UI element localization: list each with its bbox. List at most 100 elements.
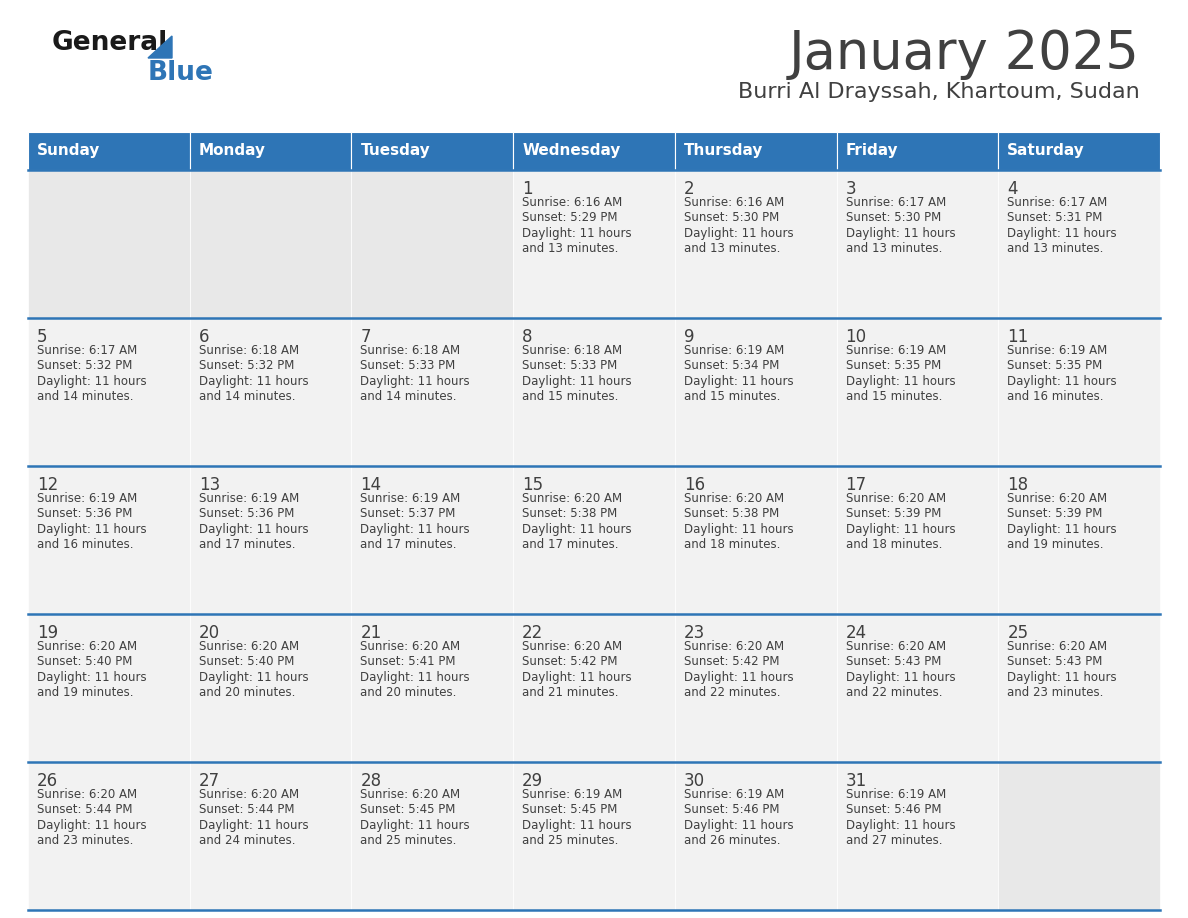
Text: and 13 minutes.: and 13 minutes.	[846, 242, 942, 255]
Text: Sunrise: 6:16 AM: Sunrise: 6:16 AM	[523, 196, 623, 208]
Text: Daylight: 11 hours: Daylight: 11 hours	[1007, 522, 1117, 535]
Text: 25: 25	[1007, 624, 1029, 642]
Text: 23: 23	[684, 624, 706, 642]
Text: 4: 4	[1007, 180, 1018, 198]
Bar	[29, 170, 190, 318]
Text: Sunrise: 6:19 AM: Sunrise: 6:19 AM	[37, 491, 138, 505]
Text: Sunset: 5:43 PM: Sunset: 5:43 PM	[846, 655, 941, 668]
Text: Thursday: Thursday	[684, 143, 763, 159]
Bar	[29, 318, 190, 466]
Text: Sunset: 5:41 PM: Sunset: 5:41 PM	[360, 655, 456, 668]
Text: and 25 minutes.: and 25 minutes.	[360, 834, 457, 847]
Bar	[836, 466, 998, 614]
Text: 15: 15	[523, 476, 543, 494]
Text: 21: 21	[360, 624, 381, 642]
Bar	[998, 614, 1159, 762]
Text: Sunset: 5:32 PM: Sunset: 5:32 PM	[198, 359, 295, 372]
Text: Monday: Monday	[198, 143, 266, 159]
Text: Sunset: 5:46 PM: Sunset: 5:46 PM	[684, 803, 779, 816]
Text: Daylight: 11 hours: Daylight: 11 hours	[360, 819, 470, 832]
Text: 14: 14	[360, 476, 381, 494]
Text: Sunrise: 6:19 AM: Sunrise: 6:19 AM	[1007, 343, 1107, 356]
Text: Sunrise: 6:19 AM: Sunrise: 6:19 AM	[684, 788, 784, 800]
Text: Sunrise: 6:17 AM: Sunrise: 6:17 AM	[1007, 196, 1107, 208]
Text: and 18 minutes.: and 18 minutes.	[846, 538, 942, 551]
Text: and 18 minutes.: and 18 minutes.	[684, 538, 781, 551]
Text: Sunrise: 6:18 AM: Sunrise: 6:18 AM	[198, 343, 299, 356]
Text: Daylight: 11 hours: Daylight: 11 hours	[1007, 670, 1117, 684]
Bar	[998, 466, 1159, 614]
Text: Daylight: 11 hours: Daylight: 11 hours	[523, 227, 632, 240]
Text: and 14 minutes.: and 14 minutes.	[360, 390, 457, 403]
Bar	[675, 466, 836, 614]
Text: and 17 minutes.: and 17 minutes.	[523, 538, 619, 551]
Text: and 20 minutes.: and 20 minutes.	[360, 686, 457, 699]
Text: 12: 12	[37, 476, 58, 494]
Text: Sunrise: 6:20 AM: Sunrise: 6:20 AM	[37, 640, 137, 653]
Bar	[190, 170, 352, 318]
Bar	[675, 170, 836, 318]
Text: and 22 minutes.: and 22 minutes.	[684, 686, 781, 699]
Text: Friday: Friday	[846, 143, 898, 159]
Text: Daylight: 11 hours: Daylight: 11 hours	[846, 227, 955, 240]
Text: and 19 minutes.: and 19 minutes.	[1007, 538, 1104, 551]
Text: Sunset: 5:29 PM: Sunset: 5:29 PM	[523, 211, 618, 224]
Text: Daylight: 11 hours: Daylight: 11 hours	[846, 522, 955, 535]
Bar	[513, 170, 675, 318]
Text: Daylight: 11 hours: Daylight: 11 hours	[684, 670, 794, 684]
Bar	[836, 132, 998, 170]
Text: Daylight: 11 hours: Daylight: 11 hours	[523, 670, 632, 684]
Text: 30: 30	[684, 772, 704, 790]
Text: and 19 minutes.: and 19 minutes.	[37, 686, 133, 699]
Text: Daylight: 11 hours: Daylight: 11 hours	[360, 670, 470, 684]
Polygon shape	[148, 36, 172, 58]
Text: 6: 6	[198, 328, 209, 346]
Text: Sunrise: 6:19 AM: Sunrise: 6:19 AM	[846, 788, 946, 800]
Text: Daylight: 11 hours: Daylight: 11 hours	[360, 522, 470, 535]
Text: Sunrise: 6:20 AM: Sunrise: 6:20 AM	[1007, 491, 1107, 505]
Text: 29: 29	[523, 772, 543, 790]
Bar	[190, 318, 352, 466]
Text: and 21 minutes.: and 21 minutes.	[523, 686, 619, 699]
Text: 8: 8	[523, 328, 532, 346]
Text: Sunset: 5:38 PM: Sunset: 5:38 PM	[523, 507, 618, 520]
Text: and 16 minutes.: and 16 minutes.	[1007, 390, 1104, 403]
Text: Sunset: 5:39 PM: Sunset: 5:39 PM	[1007, 507, 1102, 520]
Text: Sunrise: 6:20 AM: Sunrise: 6:20 AM	[198, 640, 299, 653]
Text: Sunset: 5:31 PM: Sunset: 5:31 PM	[1007, 211, 1102, 224]
Text: Sunrise: 6:19 AM: Sunrise: 6:19 AM	[523, 788, 623, 800]
Text: January 2025: January 2025	[789, 28, 1140, 80]
Text: Daylight: 11 hours: Daylight: 11 hours	[37, 819, 146, 832]
Bar	[29, 132, 190, 170]
Text: Sunrise: 6:20 AM: Sunrise: 6:20 AM	[523, 640, 623, 653]
Bar	[998, 132, 1159, 170]
Text: 11: 11	[1007, 328, 1029, 346]
Text: 16: 16	[684, 476, 704, 494]
Text: Daylight: 11 hours: Daylight: 11 hours	[37, 522, 146, 535]
Text: and 26 minutes.: and 26 minutes.	[684, 834, 781, 847]
Bar	[29, 614, 190, 762]
Text: Saturday: Saturday	[1007, 143, 1085, 159]
Bar	[998, 762, 1159, 910]
Text: Sunrise: 6:17 AM: Sunrise: 6:17 AM	[37, 343, 138, 356]
Text: Sunset: 5:35 PM: Sunset: 5:35 PM	[1007, 359, 1102, 372]
Bar	[29, 762, 190, 910]
Text: 2: 2	[684, 180, 695, 198]
Text: Daylight: 11 hours: Daylight: 11 hours	[198, 819, 309, 832]
Text: Sunset: 5:32 PM: Sunset: 5:32 PM	[37, 359, 132, 372]
Text: Sunset: 5:45 PM: Sunset: 5:45 PM	[523, 803, 618, 816]
Text: 24: 24	[846, 624, 867, 642]
Text: Sunset: 5:30 PM: Sunset: 5:30 PM	[684, 211, 779, 224]
Bar	[513, 318, 675, 466]
Text: and 15 minutes.: and 15 minutes.	[846, 390, 942, 403]
Text: 18: 18	[1007, 476, 1029, 494]
Text: 1: 1	[523, 180, 532, 198]
Text: Sunrise: 6:17 AM: Sunrise: 6:17 AM	[846, 196, 946, 208]
Text: and 27 minutes.: and 27 minutes.	[846, 834, 942, 847]
Text: Sunrise: 6:18 AM: Sunrise: 6:18 AM	[360, 343, 461, 356]
Text: 13: 13	[198, 476, 220, 494]
Text: Daylight: 11 hours: Daylight: 11 hours	[360, 375, 470, 387]
Text: Sunset: 5:44 PM: Sunset: 5:44 PM	[198, 803, 295, 816]
Text: 5: 5	[37, 328, 48, 346]
Text: Sunset: 5:33 PM: Sunset: 5:33 PM	[360, 359, 456, 372]
